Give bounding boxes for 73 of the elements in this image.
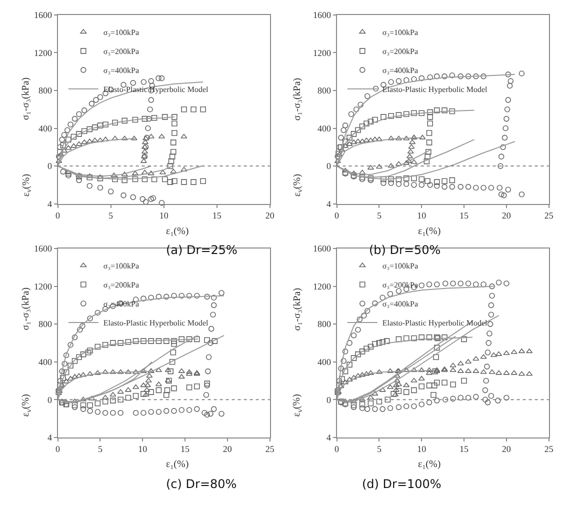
x-tick-label: 0 <box>334 444 340 454</box>
x-tick-label: 10 <box>417 210 427 221</box>
y-axis-title: σ₁-σ₃(kPa) <box>20 287 32 330</box>
x-tick-label: 15 <box>212 210 222 221</box>
legend-label: σ₃=400kPa <box>103 66 140 76</box>
y-axis-title: σ₁-σ₃(kPa) <box>292 288 303 331</box>
x-axis-title: ε₁(%) <box>166 226 189 237</box>
y-tick-label: 1600 <box>34 10 52 20</box>
legend-label: σ₃=200kPa <box>382 47 418 56</box>
y2-tick-label: 0 <box>326 161 332 172</box>
x-tick-label: 15 <box>460 444 470 454</box>
y-axis-title: σ₁-σ₃(kPa) <box>20 77 32 120</box>
y2-tick-label: 0 <box>48 161 52 172</box>
y-tick-label: 1600 <box>313 10 332 20</box>
y-tick-label: 800 <box>38 319 52 330</box>
x-tick-label: 0 <box>56 210 61 221</box>
y-tick-label: 1200 <box>313 281 332 292</box>
y-tick-label: 800 <box>318 319 332 330</box>
x-tick-label: 10 <box>138 444 148 454</box>
y-tick-label: 1200 <box>34 281 52 292</box>
y-tick-label: 400 <box>318 123 332 134</box>
x-tick-label: 5 <box>376 210 382 221</box>
x-axis-title: ε₁(%) <box>418 459 441 470</box>
y-tick-label: 1600 <box>313 244 332 254</box>
legend-label: σ₃=200kPa <box>103 280 140 290</box>
x-tick-label: 10 <box>159 210 169 221</box>
x-axis-title: ε₁(%) <box>418 226 441 237</box>
y-tick-label: 800 <box>318 86 332 96</box>
legend-label: σ₃=400kPa <box>382 300 418 309</box>
y-tick-label: 1200 <box>313 48 332 58</box>
y-tick-label: 1600 <box>34 244 52 254</box>
x-tick-label: 5 <box>108 210 114 221</box>
text: (b) Dr=50% <box>369 243 441 257</box>
x-tick-label: 15 <box>460 210 470 221</box>
text: (d) Dr=100% <box>362 477 442 491</box>
text: (a) Dr=25% <box>166 243 238 257</box>
y2-tick-label: 4 <box>48 432 52 443</box>
x-tick-label: 20 <box>222 444 232 454</box>
y-tick-label: 800 <box>38 86 52 96</box>
legend-label: σ₃=400kPa <box>382 66 418 76</box>
x-tick-label: 25 <box>544 444 554 454</box>
legend-label: σ₃=100kPa <box>382 262 418 271</box>
legend-label: Elasto-Plastic Hyperbolic Model <box>382 318 488 328</box>
x-tick-label: 5 <box>98 444 103 454</box>
y2-tick-label: 4 <box>48 198 52 209</box>
y2-tick-label: 0 <box>326 394 332 405</box>
x-tick-label: 15 <box>180 444 190 454</box>
x-tick-label: 25 <box>544 210 554 221</box>
x-axis-title: ε₁(%) <box>166 459 189 470</box>
x-tick-label: 5 <box>376 444 382 454</box>
legend-label: σ₃=100kPa <box>103 262 140 271</box>
legend-label: σ₃=200kPa <box>382 280 418 290</box>
x-tick-label: 0 <box>334 210 340 221</box>
y-tick-label: 400 <box>318 357 332 367</box>
y2-tick-label: 0 <box>48 394 52 405</box>
y-axis-title: σ₁-σ₃(kPa) <box>292 78 303 121</box>
x-tick-label: 20 <box>502 210 512 221</box>
legend-label: Elasto-Plastic Hyperbolic Model <box>382 85 488 94</box>
x-tick-label: 0 <box>56 444 61 454</box>
x-tick-label: 20 <box>502 444 512 454</box>
y2-tick-label: 4 <box>326 432 332 443</box>
legend-label: σ₃=100kPa <box>103 28 140 38</box>
y-tick-label: 400 <box>38 357 52 367</box>
x-tick-label: 10 <box>417 444 427 454</box>
text: (c) Dr=80% <box>166 477 237 491</box>
y-tick-label: 400 <box>38 123 52 134</box>
x-tick-label: 25 <box>265 444 275 454</box>
y2-tick-label: 4 <box>326 198 332 209</box>
legend-label: Elasto-Plastic Hyperbolic Model <box>103 318 210 328</box>
legend-label: σ₃=100kPa <box>382 28 418 38</box>
x-tick-label: 20 <box>265 210 275 221</box>
y-tick-label: 1200 <box>34 48 52 58</box>
legend-label: σ₃=200kPa <box>103 47 140 56</box>
